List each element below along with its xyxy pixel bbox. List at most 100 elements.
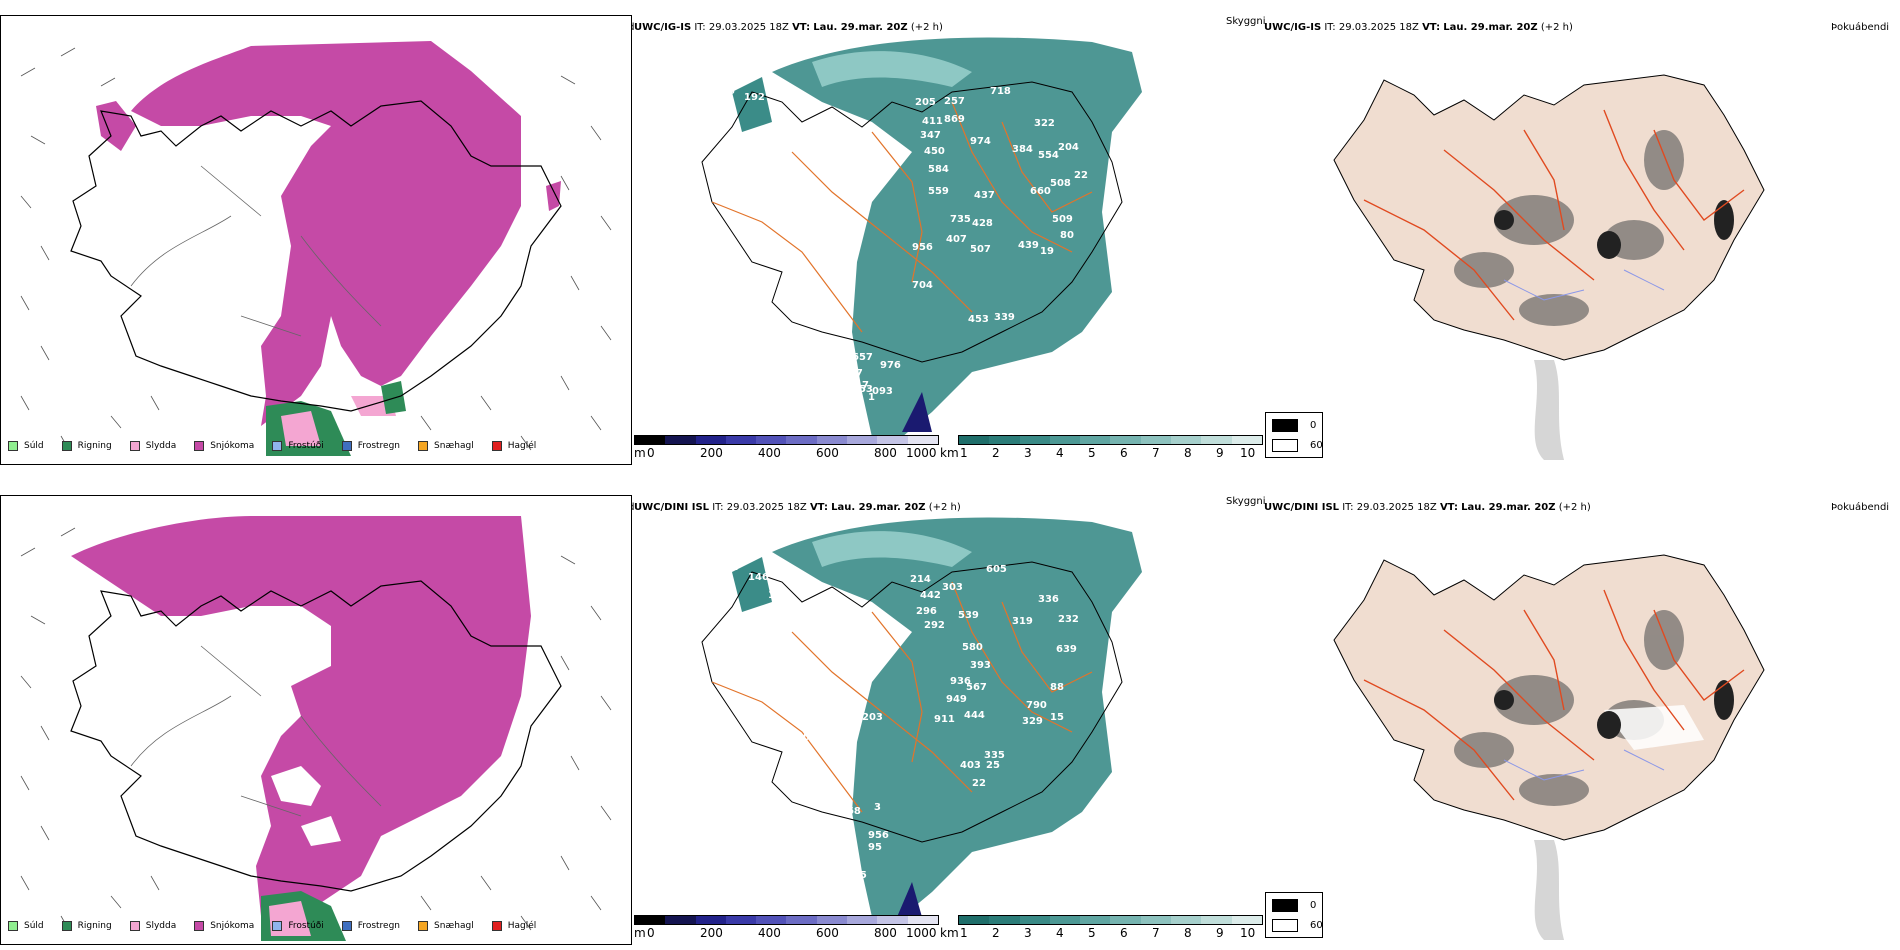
map-frame [0,495,632,945]
legend-hail: Haglél [491,921,536,931]
ceiling-colorbar-ticks: m 0 200 400 600 800 1000 [634,446,937,460]
svg-text:508: 508 [1050,178,1071,189]
visibility-colorbar-ticks: km 1 2 3 4 5 6 7 8 9 10 [940,926,1256,940]
wind-barbs [20,47,612,451]
svg-text:88: 88 [1050,682,1064,693]
panel-title: UWC/IG-IS IT: 29.03.2025 18Z VT: Lau. 29… [634,22,943,33]
svg-text:735: 735 [950,214,971,225]
panel-variable-name: Skyggni [1226,16,1266,27]
svg-text:303: 303 [942,582,963,593]
svg-text:956: 956 [912,242,933,253]
svg-text:584: 584 [928,164,949,175]
legend-snow: Snjókoma [194,921,254,931]
svg-text:204: 204 [1058,142,1079,153]
visibility-colorbar [958,435,1263,445]
legend-rain: Rigning [61,441,112,451]
map-frame [0,15,632,465]
svg-text:444: 444 [964,710,985,721]
legend-freezing-drizzle: Frostúði [272,921,324,931]
fog-legend-top: 0 60 [1265,412,1323,458]
svg-text:232: 232 [1058,614,1079,625]
fog-indicator-panel-bottom: UWC/DINI ISL IT: 29.03.2025 18Z VT: Lau.… [1264,480,1900,945]
panel-title: UWC/DINI ISL IT: 29.03.2025 18Z VT: Lau.… [634,502,961,513]
svg-text:453: 453 [968,314,989,325]
svg-text:336: 336 [1038,594,1059,605]
legend-sleet: Slydda [129,921,176,931]
svg-text:105: 105 [846,870,867,881]
svg-text:22: 22 [972,778,986,789]
svg-text:956: 956 [868,830,889,841]
svg-text:949: 949 [946,694,967,705]
svg-text:203: 203 [862,712,883,723]
svg-text:292: 292 [924,620,945,631]
legend-drizzle: Súld [8,441,44,451]
svg-text:19: 19 [1040,246,1054,257]
svg-text:7: 7 [862,380,869,391]
svg-text:911: 911 [934,714,955,725]
svg-text:15: 15 [1050,712,1064,723]
svg-text:442: 442 [920,590,941,601]
iceland-precip-map [20,516,612,941]
svg-text:539: 539 [958,610,979,621]
svg-text:3: 3 [874,802,881,813]
svg-text:559: 559 [928,186,949,197]
svg-text:197: 197 [768,590,789,601]
precip-legend-top: Súld Rigning Slydda Snjókoma Frostúði Fr… [8,441,554,451]
ceiling-value-labels: 236 192 30 205 257 718 411 347 869 974 3… [714,86,1088,403]
svg-text:339: 339 [994,312,1015,323]
svg-text:605: 605 [986,564,1007,575]
svg-text:326: 326 [832,252,853,263]
iceland-fog-map [1333,554,1765,940]
ceiling-visibility-panel-bottom: UWC/DINI ISL IT: 29.03.2025 18Z VT: Lau.… [632,480,1266,945]
fog-indicator-panel-top: UWC/IG-IS IT: 29.03.2025 18Z VT: Lau. 29… [1264,0,1900,465]
iceland-ceiling-map: 257 146 197 214 303 605 442 296 539 336 … [701,517,1142,917]
panel-variable-name: Þokuábendi [1831,502,1890,513]
visibility-colorbar-ticks: km 1 2 3 4 5 6 7 8 9 10 [940,446,1256,460]
precip-type-panel-bottom: UWC/DINI ISL IT: 29.03.2025 18Z VT: Lau.… [0,480,635,945]
svg-text:241: 241 [808,730,829,741]
svg-text:257: 257 [944,96,965,107]
legend-snow: Snjókoma [194,441,254,451]
svg-text:660: 660 [1030,186,1051,197]
svg-text:567: 567 [966,682,987,693]
legend-snow-pellets: Snæhagl [418,441,474,451]
svg-text:214: 214 [910,574,931,585]
legend-rain: Rigning [61,921,112,931]
svg-text:657: 657 [852,352,873,363]
fog-legend-bottom: 0 60 [1265,892,1323,938]
panel-title: UWC/DINI ISL IT: 29.03.2025 18Z VT: Lau.… [1264,502,1591,513]
svg-text:790: 790 [1026,700,1047,711]
svg-text:257: 257 [720,562,741,573]
legend-hail: Haglél [491,441,536,451]
svg-text:277: 277 [842,368,863,379]
svg-text:554: 554 [1038,150,1059,161]
legend-sleet: Slydda [129,441,176,451]
ceiling-colorbar [634,915,939,925]
svg-text:347: 347 [920,130,941,141]
iceland-precip-map [20,41,612,456]
svg-text:384: 384 [1012,144,1033,155]
svg-text:335: 335 [984,750,1005,761]
svg-text:319: 319 [1012,616,1033,627]
svg-text:635: 635 [818,714,839,725]
iceland-ceiling-map: 236 192 30 205 257 718 411 347 869 974 3… [701,37,1142,437]
legend-freezing-rain: Frostregn [341,441,400,451]
svg-text:329: 329 [1022,716,1043,727]
svg-text:146: 146 [748,572,769,583]
svg-text:10: 10 [796,732,810,743]
svg-text:093: 093 [872,386,893,397]
legend-snow-pellets: Snæhagl [418,921,474,931]
svg-text:580: 580 [962,642,983,653]
svg-text:936: 936 [950,676,971,687]
svg-text:507: 507 [970,244,991,255]
precip-type-panel-top: UWC/IG-IS IT: 29.03.2025 18Z VT: Lau. 29… [0,0,635,465]
svg-text:324: 324 [832,384,853,395]
svg-text:974: 974 [970,136,991,147]
svg-text:976: 976 [880,360,901,371]
svg-text:437: 437 [974,190,995,201]
svg-text:192: 192 [744,92,765,103]
svg-text:22: 22 [838,824,852,835]
visibility-colorbar [958,915,1263,925]
precip-legend-bottom: Súld Rigning Slydda Snjókoma Frostúði Fr… [8,921,554,931]
svg-text:869: 869 [944,114,965,125]
